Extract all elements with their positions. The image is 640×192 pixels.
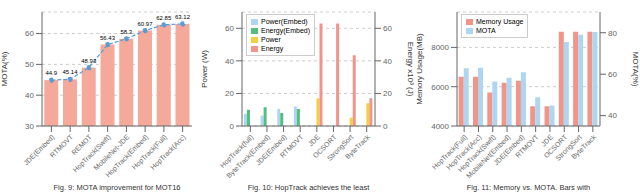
- html-text:Power: Power: [261, 36, 281, 43]
- svg-text:40: 40: [383, 57, 392, 66]
- svg-text:MOTA(%): MOTA(%): [631, 52, 632, 87]
- svg-text:48.93: 48.93: [81, 58, 97, 64]
- html-text:Power(Embed): Power(Embed): [261, 18, 308, 25]
- svg-text:HopTrack(Acc): HopTrack(Acc): [444, 133, 483, 171]
- svg-text:6000: 6000: [431, 83, 449, 92]
- svg-text:JDE: JDE: [539, 133, 555, 148]
- svg-text:8000: 8000: [431, 43, 449, 52]
- svg-text:63.12: 63.12: [175, 14, 191, 20]
- svg-text:60: 60: [383, 24, 392, 33]
- svg-text:ByteTrack(Embed): ByteTrack(Embed): [225, 133, 272, 180]
- svg-text:MOTA(%): MOTA(%): [8, 51, 9, 86]
- svg-text:20: 20: [225, 89, 234, 98]
- svg-text:20: 20: [383, 89, 392, 98]
- svg-text:44.9: 44.9: [45, 70, 57, 76]
- svg-text:JDE: JDE: [307, 133, 322, 148]
- svg-text:ByteTrack: ByteTrack: [570, 133, 598, 161]
- svg-text:REMOT: REMOT: [70, 133, 94, 157]
- svg-text:MobileNet-JDE: MobileNet-JDE: [92, 133, 131, 172]
- svg-text:JDE(Embed): JDE(Embed): [492, 133, 526, 167]
- svg-text:ByteTrack: ByteTrack: [344, 133, 372, 161]
- html-text:Energy(Embed): Energy(Embed): [261, 27, 310, 34]
- svg-text:StrongSort: StrongSort: [325, 133, 355, 162]
- svg-text:Fig. 10: HopTrack achieves the: Fig. 10: HopTrack achieves the least: [248, 183, 370, 192]
- svg-text:JDE(Embed): JDE(Embed): [254, 133, 288, 167]
- svg-text:80: 80: [608, 29, 617, 38]
- svg-text:JDE(Embed): JDE(Embed): [22, 133, 56, 167]
- svg-text:OCSORT: OCSORT: [311, 133, 338, 160]
- svg-text:Energy x10³ (J): Energy x10³ (J): [406, 42, 415, 97]
- svg-text:4000: 4000: [431, 122, 449, 131]
- svg-text:58.3: 58.3: [120, 29, 132, 35]
- svg-text:62.85: 62.85: [156, 15, 172, 21]
- svg-text:40: 40: [225, 57, 234, 66]
- html-text:Energy: Energy: [261, 45, 284, 52]
- svg-text:StrongSort: StrongSort: [554, 133, 583, 162]
- html-text:MOTA: MOTA: [476, 27, 496, 34]
- svg-text:HopTrack(full): HopTrack(full): [218, 133, 255, 170]
- svg-text:Memory Usage(MB): Memory Usage(MB): [415, 33, 424, 105]
- svg-text:Power (W): Power (W): [200, 50, 209, 88]
- svg-text:60.97: 60.97: [137, 21, 153, 27]
- svg-text:HopTrack(Full): HopTrack(Full): [130, 133, 169, 171]
- svg-text:56.43: 56.43: [100, 35, 116, 41]
- svg-text:0: 0: [230, 122, 235, 131]
- svg-text:RTMOVT: RTMOVT: [514, 133, 540, 159]
- svg-text:RTMOVT: RTMOVT: [279, 133, 305, 159]
- svg-text:MobileNet(Embed): MobileNet(Embed): [465, 133, 512, 180]
- svg-text:30: 30: [25, 122, 34, 131]
- svg-text:Fig. 9: MOTA improvement for M: Fig. 9: MOTA improvement for MOT16: [54, 183, 181, 192]
- svg-text:60: 60: [225, 24, 234, 33]
- svg-text:HopTrack(Acc): HopTrack(Acc): [149, 133, 187, 171]
- svg-text:0: 0: [383, 122, 388, 131]
- svg-text:45.14: 45.14: [62, 69, 78, 75]
- svg-text:HopTrack(Swift): HopTrack(Swift): [71, 133, 112, 174]
- svg-text:OCSORT: OCSORT: [542, 133, 569, 160]
- svg-text:40: 40: [25, 91, 34, 100]
- svg-text:40: 40: [608, 111, 617, 120]
- svg-text:50: 50: [25, 60, 34, 69]
- svg-text:60: 60: [25, 29, 34, 38]
- svg-text:HopTrack(Embed): HopTrack(Embed): [104, 133, 150, 179]
- svg-text:HopTrack(Swift): HopTrack(Swift): [456, 133, 497, 174]
- svg-text:RTMOVT: RTMOVT: [49, 133, 75, 159]
- svg-text:HopTrack(Full): HopTrack(Full): [430, 133, 469, 171]
- svg-text:60: 60: [608, 70, 617, 79]
- html-text:Memory Usage: Memory Usage: [476, 18, 524, 25]
- svg-text:Fig. 11: Memory vs. MOTA. Bars: Fig. 11: Memory vs. MOTA. Bars with: [467, 183, 591, 192]
